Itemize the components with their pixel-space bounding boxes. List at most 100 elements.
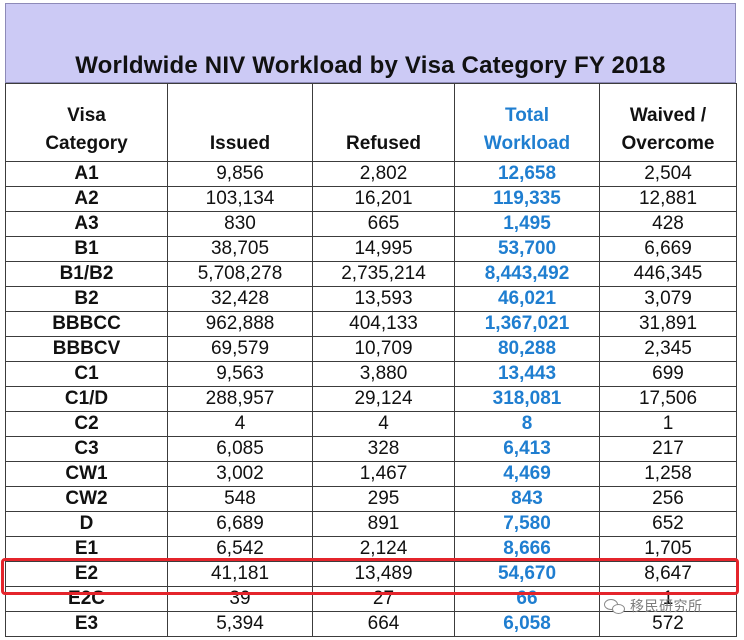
cell-waived: 256 <box>599 486 737 512</box>
cell-issued: 830 <box>167 211 313 237</box>
header-issued: Issued <box>167 83 313 162</box>
cell-refused: 27 <box>312 586 455 612</box>
table-row: BBBCV 69,579 10,709 80,288 2,345 <box>5 336 737 362</box>
cell-category: C1/D <box>5 386 168 412</box>
cell-waived: 2,504 <box>599 161 737 187</box>
cell-waived: 3,079 <box>599 286 737 312</box>
cell-issued: 4 <box>167 411 313 437</box>
cell-total-workload: 6,058 <box>454 611 600 637</box>
cell-total-workload: 54,670 <box>454 561 600 587</box>
page-title: Worldwide NIV Workload by Visa Category … <box>75 52 666 79</box>
cell-waived: 12,881 <box>599 186 737 212</box>
cell-waived: 652 <box>599 511 737 537</box>
cell-total-workload: 8,443,492 <box>454 261 600 287</box>
cell-category: E3 <box>5 611 168 637</box>
cell-issued: 548 <box>167 486 313 512</box>
cell-category: A2 <box>5 186 168 212</box>
table-row: E3 5,394 664 6,058 572 <box>5 611 737 637</box>
cell-issued: 38,705 <box>167 236 313 262</box>
cell-category: CW1 <box>5 461 168 487</box>
table-row: B2 32,428 13,593 46,021 3,079 <box>5 286 737 312</box>
cell-total-workload: 53,700 <box>454 236 600 262</box>
cell-refused: 29,124 <box>312 386 455 412</box>
header-refused: Refused <box>312 83 455 162</box>
cell-waived: 572 <box>599 611 737 637</box>
cell-refused: 2,735,214 <box>312 261 455 287</box>
cell-issued: 9,856 <box>167 161 313 187</box>
workload-table: Visa Category Issued Refused Total Workl… <box>5 83 737 637</box>
table-row: D 6,689 891 7,580 652 <box>5 511 737 537</box>
cell-total-workload: 12,658 <box>454 161 600 187</box>
cell-category: CW2 <box>5 486 168 512</box>
cell-total-workload: 318,081 <box>454 386 600 412</box>
cell-refused: 10,709 <box>312 336 455 362</box>
table-row: B1/B2 5,708,278 2,735,214 8,443,492 446,… <box>5 261 737 287</box>
cell-total-workload: 1,495 <box>454 211 600 237</box>
cell-issued: 103,134 <box>167 186 313 212</box>
cell-refused: 295 <box>312 486 455 512</box>
cell-category: D <box>5 511 168 537</box>
cell-waived: 2,345 <box>599 336 737 362</box>
cell-category: C2 <box>5 411 168 437</box>
cell-refused: 3,880 <box>312 361 455 387</box>
cell-issued: 6,085 <box>167 436 313 462</box>
cell-issued: 41,181 <box>167 561 313 587</box>
cell-issued: 3,002 <box>167 461 313 487</box>
cell-refused: 328 <box>312 436 455 462</box>
cell-category: E2 <box>5 561 168 587</box>
cell-category: C1 <box>5 361 168 387</box>
table-row: A3 830 665 1,495 428 <box>5 211 737 237</box>
table-row: CW1 3,002 1,467 4,469 1,258 <box>5 461 737 487</box>
cell-refused: 14,995 <box>312 236 455 262</box>
cell-refused: 4 <box>312 411 455 437</box>
table-row: B1 38,705 14,995 53,700 6,669 <box>5 236 737 262</box>
cell-total-workload: 13,443 <box>454 361 600 387</box>
cell-issued: 288,957 <box>167 386 313 412</box>
cell-category: E2C <box>5 586 168 612</box>
cell-refused: 2,802 <box>312 161 455 187</box>
cell-total-workload: 80,288 <box>454 336 600 362</box>
header-waived-overcome: Waived / Overcome <box>599 83 737 162</box>
cell-waived: 446,345 <box>599 261 737 287</box>
cell-total-workload: 1,367,021 <box>454 311 600 337</box>
cell-total-workload: 8 <box>454 411 600 437</box>
cell-refused: 2,124 <box>312 536 455 562</box>
cell-category: B1/B2 <box>5 261 168 287</box>
table-row: C1 9,563 3,880 13,443 699 <box>5 361 737 387</box>
title-band: Worldwide NIV Workload by Visa Category … <box>5 3 736 83</box>
cell-waived: 17,506 <box>599 386 737 412</box>
cell-category: C3 <box>5 436 168 462</box>
cell-issued: 5,708,278 <box>167 261 313 287</box>
cell-total-workload: 46,021 <box>454 286 600 312</box>
cell-refused: 891 <box>312 511 455 537</box>
cell-refused: 665 <box>312 211 455 237</box>
table-row: E1 6,542 2,124 8,666 1,705 <box>5 536 737 562</box>
cell-category: A3 <box>5 211 168 237</box>
cell-category: BBBCV <box>5 336 168 362</box>
header-total-workload: Total Workload <box>454 83 600 162</box>
table-row: C2 4 4 8 1 <box>5 411 737 437</box>
table-row: BBBCC 962,888 404,133 1,367,021 31,891 <box>5 311 737 337</box>
cell-issued: 69,579 <box>167 336 313 362</box>
cell-category: B2 <box>5 286 168 312</box>
cell-total-workload: 119,335 <box>454 186 600 212</box>
table-row: C1/D 288,957 29,124 318,081 17,506 <box>5 386 737 412</box>
cell-refused: 13,593 <box>312 286 455 312</box>
cell-total-workload: 7,580 <box>454 511 600 537</box>
cell-category: E1 <box>5 536 168 562</box>
table-row: C3 6,085 328 6,413 217 <box>5 436 737 462</box>
header-visa-category: Visa Category <box>5 83 168 162</box>
cell-issued: 6,689 <box>167 511 313 537</box>
table-row-highlighted: E2 41,181 13,489 54,670 8,647 <box>5 561 737 587</box>
cell-issued: 32,428 <box>167 286 313 312</box>
table-row: E2C 39 27 66 1 <box>5 586 737 612</box>
cell-total-workload: 6,413 <box>454 436 600 462</box>
cell-waived: 31,891 <box>599 311 737 337</box>
cell-waived: 1,258 <box>599 461 737 487</box>
cell-total-workload: 66 <box>454 586 600 612</box>
cell-waived: 6,669 <box>599 236 737 262</box>
table-row: CW2 548 295 843 256 <box>5 486 737 512</box>
cell-total-workload: 843 <box>454 486 600 512</box>
cell-refused: 664 <box>312 611 455 637</box>
